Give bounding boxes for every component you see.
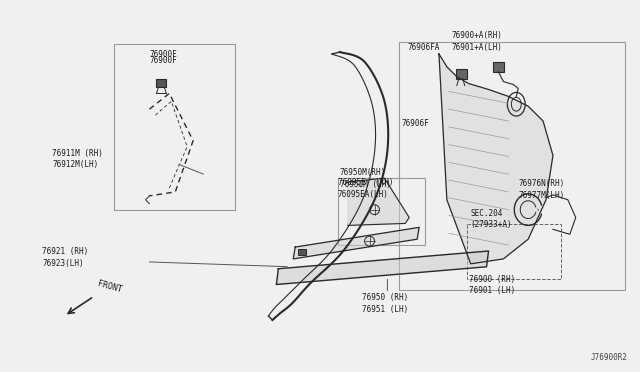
Text: 76950 (RH)
76951 (LH): 76950 (RH) 76951 (LH) (362, 294, 408, 314)
Text: 76900 (RH)
76901 (LH): 76900 (RH) 76901 (LH) (468, 275, 515, 295)
Text: 76976N(RH)
76977M(LH): 76976N(RH) 76977M(LH) (518, 179, 564, 200)
Text: 76900F: 76900F (150, 56, 177, 65)
Text: 76911M (RH)
76912M(LH): 76911M (RH) 76912M(LH) (52, 148, 103, 169)
Text: SEC.204
(27933+A): SEC.204 (27933+A) (470, 209, 512, 230)
Bar (467, 224, 561, 279)
Bar (399, 42, 625, 291)
Text: 76906F: 76906F (401, 119, 429, 128)
Text: 76921 (RH)
76923(LH): 76921 (RH) 76923(LH) (42, 247, 89, 268)
Text: 76950M(RH)
76951M (LH): 76950M(RH) 76951M (LH) (340, 168, 390, 189)
Polygon shape (348, 178, 409, 225)
Text: J76900R2: J76900R2 (590, 353, 627, 362)
Polygon shape (439, 54, 553, 264)
Bar (456, 69, 467, 78)
Polygon shape (276, 251, 488, 285)
Text: 76900F: 76900F (150, 50, 177, 59)
Text: 76906FA: 76906FA (407, 43, 440, 52)
Bar (114, 44, 235, 210)
Bar (338, 178, 425, 245)
Bar (298, 249, 306, 255)
Text: 76900+A(RH)
76901+A(LH): 76900+A(RH) 76901+A(LH) (452, 31, 503, 52)
Bar (156, 78, 166, 87)
Polygon shape (293, 227, 419, 259)
Bar (493, 62, 504, 72)
Text: 76095E  (RH)
76095EA(LH): 76095E (RH) 76095EA(LH) (338, 178, 394, 199)
Text: FRONT: FRONT (97, 279, 124, 294)
